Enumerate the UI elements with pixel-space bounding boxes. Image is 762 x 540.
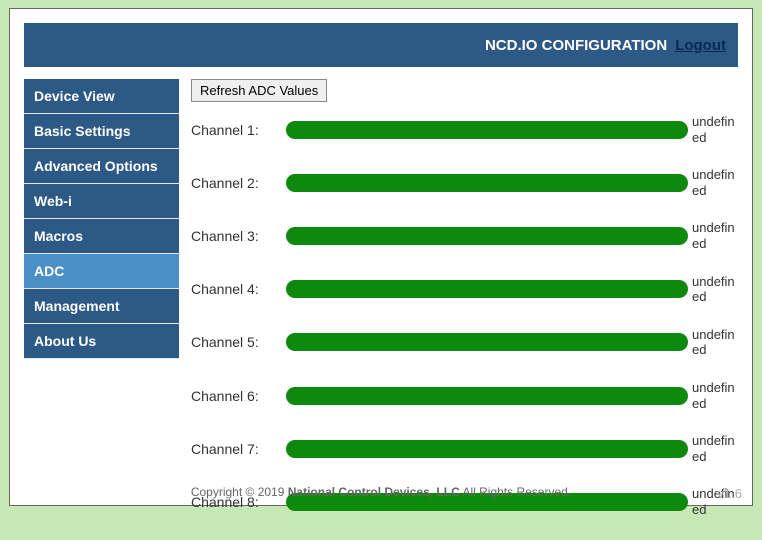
- channel-label: Channel 7:: [191, 441, 286, 457]
- refresh-adc-button[interactable]: Refresh ADC Values: [191, 79, 327, 102]
- channel-row: Channel 6: undefined: [191, 380, 738, 411]
- channel-row: Channel 1: undefined: [191, 114, 738, 145]
- channel-label: Channel 4:: [191, 281, 286, 297]
- app-window: NCD.IO CONFIGURATION Logout Device ViewB…: [9, 8, 753, 506]
- channel-label: Channel 6:: [191, 388, 286, 404]
- channel-list: Channel 1:undefinedChannel 2:undefinedCh…: [191, 114, 738, 518]
- footer-prefix: Copyright © 2019: [191, 485, 288, 499]
- channel-value: undefined: [688, 327, 738, 358]
- logout-link[interactable]: Logout: [675, 37, 726, 54]
- sidebar-item-web-i[interactable]: Web-i: [24, 184, 179, 219]
- channel-label: Channel 1:: [191, 122, 286, 138]
- footer-copyright: Copyright © 2019 National Control Device…: [10, 485, 752, 499]
- channel-bar: [286, 387, 688, 405]
- sidebar-item-adc[interactable]: ADC: [24, 254, 179, 289]
- channel-value: undefined: [688, 114, 738, 145]
- header-title: NCD.IO CONFIGURATION: [485, 37, 667, 54]
- channel-row: Channel 3: undefined: [191, 220, 738, 251]
- version-label: v1.6: [717, 486, 742, 501]
- channel-bar: [286, 280, 688, 298]
- main-panel: Refresh ADC Values Channel 1:undefinedCh…: [179, 79, 738, 540]
- channel-bar: [286, 227, 688, 245]
- footer-suffix: All Rights Reserved.: [460, 485, 571, 499]
- sidebar-item-device-view[interactable]: Device View: [24, 79, 179, 114]
- sidebar-item-management[interactable]: Management: [24, 289, 179, 324]
- channel-value: undefined: [688, 274, 738, 305]
- channel-value: undefined: [688, 167, 738, 198]
- channel-value: undefined: [688, 433, 738, 464]
- sidebar-item-macros[interactable]: Macros: [24, 219, 179, 254]
- channel-bar: [286, 174, 688, 192]
- header-bar: NCD.IO CONFIGURATION Logout: [24, 23, 738, 67]
- channel-row: Channel 5: undefined: [191, 327, 738, 358]
- channel-bar: [286, 333, 688, 351]
- channel-label: Channel 2:: [191, 175, 286, 191]
- sidebar: Device ViewBasic SettingsAdvanced Option…: [24, 79, 179, 540]
- footer-company: National Control Devices, LLC: [288, 485, 460, 499]
- channel-row: Channel 7: undefined: [191, 433, 738, 464]
- channel-bar: [286, 121, 688, 139]
- channel-value: undefined: [688, 380, 738, 411]
- sidebar-item-basic-settings[interactable]: Basic Settings: [24, 114, 179, 149]
- sidebar-item-about-us[interactable]: About Us: [24, 324, 179, 359]
- body: Device ViewBasic SettingsAdvanced Option…: [24, 79, 738, 540]
- sidebar-item-advanced-options[interactable]: Advanced Options: [24, 149, 179, 184]
- channel-row: Channel 4: undefined: [191, 274, 738, 305]
- channel-bar: [286, 440, 688, 458]
- channel-value: undefined: [688, 220, 738, 251]
- channel-row: Channel 2: undefined: [191, 167, 738, 198]
- channel-label: Channel 3:: [191, 228, 286, 244]
- channel-label: Channel 5:: [191, 334, 286, 350]
